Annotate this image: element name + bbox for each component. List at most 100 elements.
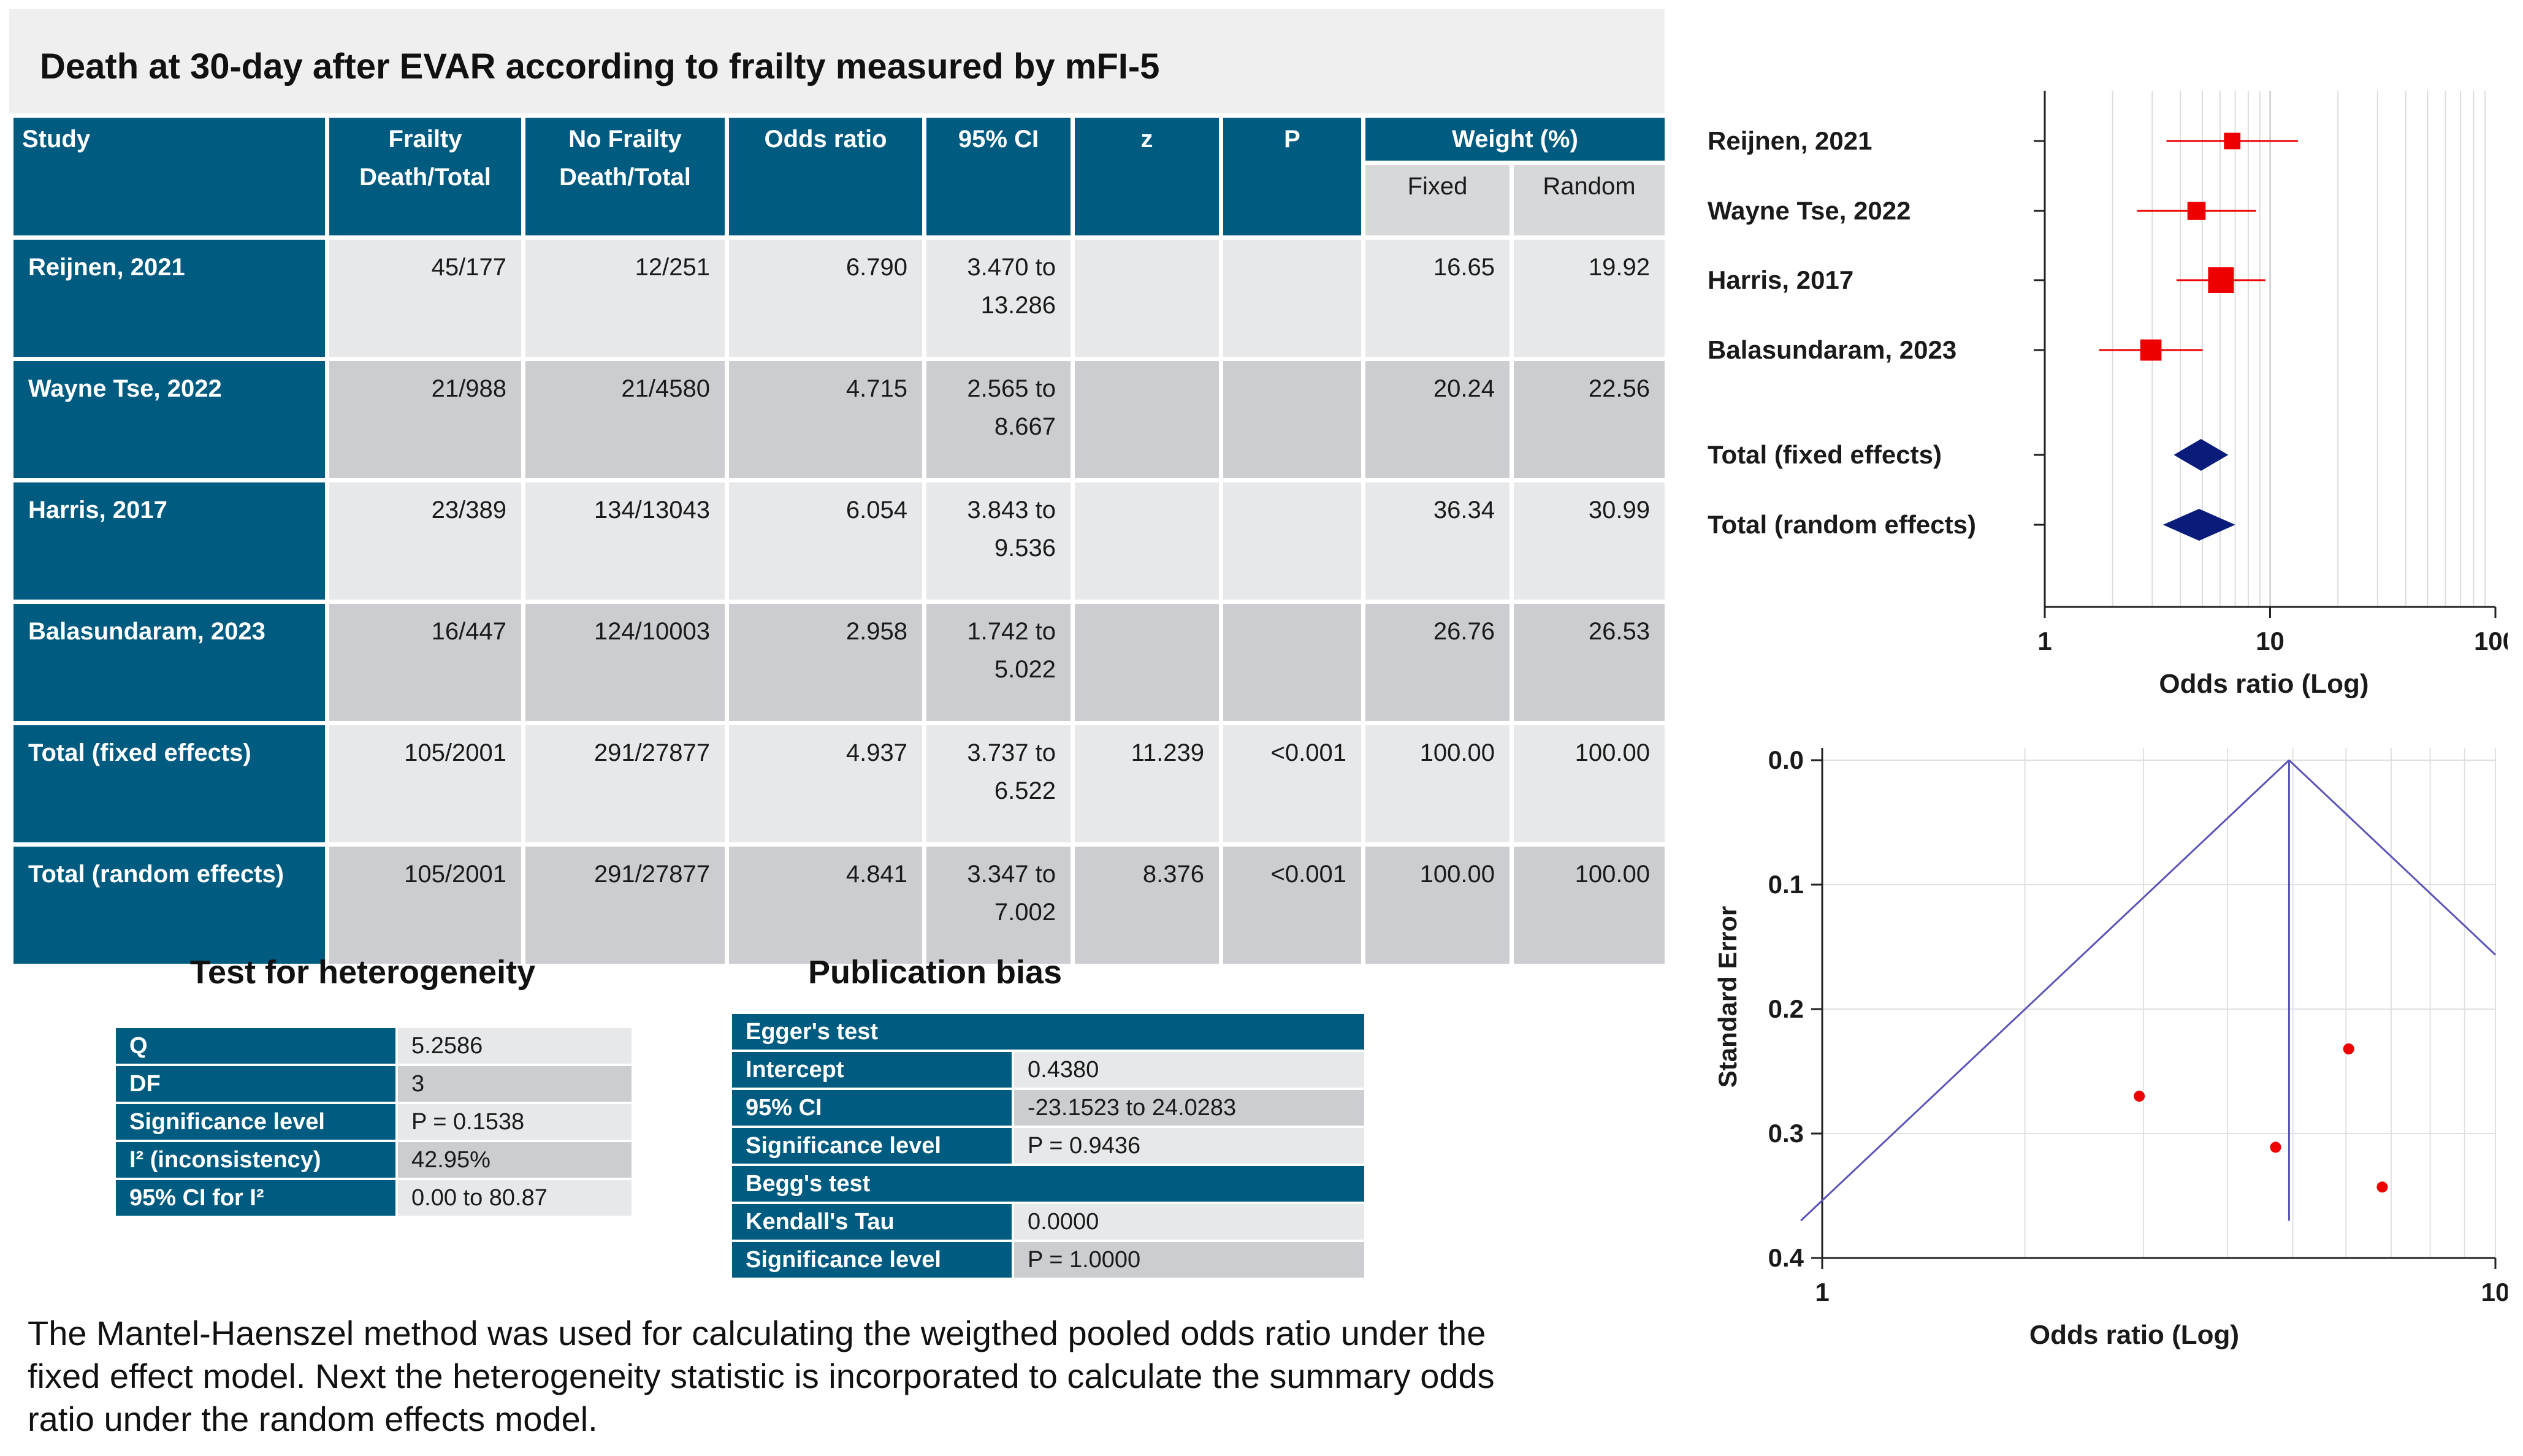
forest-point-marker bbox=[2224, 132, 2241, 150]
stat-value: 0.4380 bbox=[1012, 1050, 1367, 1090]
forest-point-marker bbox=[2187, 202, 2206, 220]
x-axis-title: Odds ratio (Log) bbox=[2159, 669, 2368, 699]
p-cell: <0.001 bbox=[1219, 842, 1365, 968]
x-tick-label: 10 bbox=[2481, 1278, 2508, 1306]
meta-analysis-table: Study Frailty Death/Total No Frailty Dea… bbox=[9, 113, 1669, 968]
results-panel: Death at 30-day after EVAR according to … bbox=[9, 9, 1669, 968]
forest-total-label: Total (fixed effects) bbox=[1708, 440, 1942, 469]
ci-upper: 7.002 bbox=[994, 899, 1056, 926]
frailty-cell: 23/389 bbox=[325, 478, 525, 604]
method-footnote: The Mantel-Haenszel method was used for … bbox=[28, 1314, 1495, 1438]
table-row: Total (random effects) 105/2001 291/27877 4… bbox=[9, 842, 1669, 968]
ci-upper: 5.022 bbox=[994, 656, 1056, 683]
odds-ratio-cell: 4.937 bbox=[725, 721, 926, 847]
heterogeneity-row: DF 3 bbox=[113, 1064, 634, 1104]
y-tick-label: 0.4 bbox=[1768, 1243, 1804, 1272]
stat-label: DF bbox=[113, 1064, 398, 1104]
ci-upper: 13.286 bbox=[980, 292, 1056, 319]
stat-value: 0.00 to 80.87 bbox=[395, 1178, 634, 1218]
no-frailty-cell: 291/27877 bbox=[521, 842, 729, 968]
col-header-frailty: Frailty Death/Total bbox=[325, 113, 525, 240]
heterogeneity-row: 95% CI for I² 0.00 to 80.87 bbox=[113, 1178, 634, 1218]
heterogeneity-table: Q 5.2586 DF 3 Significance level P = 0.1538 I²… bbox=[113, 1026, 634, 1218]
table-row: Total (fixed effects) 105/2001 291/27877 4.… bbox=[9, 721, 1669, 847]
study-cell: Harris, 2017 bbox=[9, 478, 329, 604]
no-frailty-cell: 134/13043 bbox=[521, 478, 729, 604]
begg-header-label: Begg's test bbox=[730, 1164, 1367, 1204]
publication-bias-table: Egger's test Intercept 0.4380 95% CI -23.152… bbox=[730, 1012, 1367, 1280]
stat-label: 95% CI bbox=[730, 1088, 1014, 1128]
odds-ratio-cell: 4.715 bbox=[725, 357, 926, 482]
odds-ratio-cell: 6.790 bbox=[725, 235, 926, 361]
study-cell: Total (random effects) bbox=[9, 842, 329, 968]
y-tick-label: 0.1 bbox=[1768, 870, 1804, 899]
odds-ratio-cell: 2.958 bbox=[725, 600, 926, 725]
odds-ratio-cell: 4.841 bbox=[725, 842, 926, 968]
egger-header-label: Egger's test bbox=[730, 1012, 1367, 1052]
table-body: Reijnen, 2021 45/177 12/251 6.790 3.470 to 13… bbox=[9, 235, 1669, 968]
p-cell bbox=[1219, 478, 1365, 604]
egger-header: Egger's test bbox=[730, 1012, 1367, 1052]
z-cell bbox=[1071, 478, 1223, 604]
ci-cell: 3.347 to 7.002 bbox=[922, 842, 1075, 968]
ci-cell: 3.737 to 6.522 bbox=[922, 721, 1075, 847]
x-tick-label: 1 bbox=[1815, 1278, 1829, 1306]
frailty-cell: 105/2001 bbox=[325, 842, 525, 968]
ci-cell: 3.843 to 9.536 bbox=[922, 478, 1075, 604]
y-axis-title: Standard Error bbox=[1713, 906, 1742, 1088]
z-cell bbox=[1071, 600, 1223, 725]
begg-row: Kendall's Tau 0.0000 bbox=[730, 1202, 1367, 1242]
stat-value: P = 0.9436 bbox=[1012, 1126, 1367, 1166]
weight-fixed-cell: 26.76 bbox=[1361, 600, 1514, 725]
no-frailty-cell: 12/251 bbox=[521, 235, 729, 361]
funnel-right-limit bbox=[2288, 759, 2497, 956]
funnel-study-point bbox=[2270, 1142, 2281, 1153]
stat-value: 3 bbox=[395, 1064, 634, 1104]
stat-value: 0.0000 bbox=[1012, 1202, 1367, 1242]
weight-fixed-cell: 36.34 bbox=[1361, 478, 1514, 604]
p-cell bbox=[1219, 235, 1365, 361]
funnel-study-point bbox=[2134, 1091, 2145, 1102]
weight-random-cell: 100.00 bbox=[1510, 842, 1669, 968]
forest-point-marker bbox=[2140, 339, 2162, 361]
z-cell bbox=[1071, 357, 1223, 482]
forest-study-label: Wayne Tse, 2022 bbox=[1708, 196, 1911, 225]
weight-random-cell: 22.56 bbox=[1510, 357, 1669, 482]
forest-study-label: Balasundaram, 2023 bbox=[1708, 335, 1956, 364]
z-cell bbox=[1071, 235, 1223, 361]
forest-plot: Reijnen, 2021 Wayne Tse, 2022 Harris, 2017… bbox=[1708, 91, 2508, 699]
study-cell: Reijnen, 2021 bbox=[9, 235, 329, 361]
col-header-ci: 95% CI bbox=[922, 113, 1075, 240]
table-row: Wayne Tse, 2022 21/988 21/4580 4.715 2.565 t… bbox=[9, 357, 1669, 482]
weight-random-cell: 26.53 bbox=[1510, 600, 1669, 725]
stat-label: 95% CI for I² bbox=[113, 1178, 398, 1218]
forest-summary-diamond bbox=[2162, 509, 2235, 541]
egger-row: Significance level P = 0.9436 bbox=[730, 1126, 1367, 1166]
ci-lower: 3.347 to bbox=[967, 861, 1056, 888]
no-frailty-cell: 124/10003 bbox=[521, 600, 729, 725]
table-row: Reijnen, 2021 45/177 12/251 6.790 3.470 to 13… bbox=[9, 235, 1669, 361]
publication-bias-title: Publication bias bbox=[808, 954, 1063, 991]
forest-summary-diamond bbox=[2174, 439, 2229, 471]
study-cell: Total (fixed effects) bbox=[9, 721, 329, 847]
col-header-odds-ratio: Odds ratio bbox=[725, 113, 926, 240]
begg-header: Begg's test bbox=[730, 1164, 1367, 1204]
ci-lower: 2.565 to bbox=[967, 375, 1056, 402]
forest-total-label: Total (random effects) bbox=[1708, 510, 1976, 539]
egger-row: Intercept 0.4380 bbox=[730, 1050, 1367, 1090]
weight-fixed-cell: 20.24 bbox=[1361, 357, 1514, 482]
stat-label: Significance level bbox=[730, 1126, 1014, 1166]
no-frailty-cell: 21/4580 bbox=[521, 357, 729, 482]
weight-random-cell: 100.00 bbox=[1510, 721, 1669, 847]
heterogeneity-row: Significance level P = 0.1538 bbox=[113, 1102, 634, 1142]
weight-random-cell: 19.92 bbox=[1510, 235, 1669, 361]
weight-fixed-cell: 100.00 bbox=[1361, 721, 1514, 847]
stat-value: P = 0.1538 bbox=[395, 1102, 634, 1142]
z-cell: 8.376 bbox=[1071, 842, 1223, 968]
frailty-cell: 21/988 bbox=[325, 357, 525, 482]
stat-label: Intercept bbox=[730, 1050, 1014, 1090]
y-tick-label: 0.2 bbox=[1768, 994, 1804, 1023]
stat-label: I² (inconsistency) bbox=[113, 1140, 398, 1180]
begg-row: Significance level P = 1.0000 bbox=[730, 1240, 1367, 1280]
heterogeneity-row: I² (inconsistency) 42.95% bbox=[113, 1140, 634, 1180]
